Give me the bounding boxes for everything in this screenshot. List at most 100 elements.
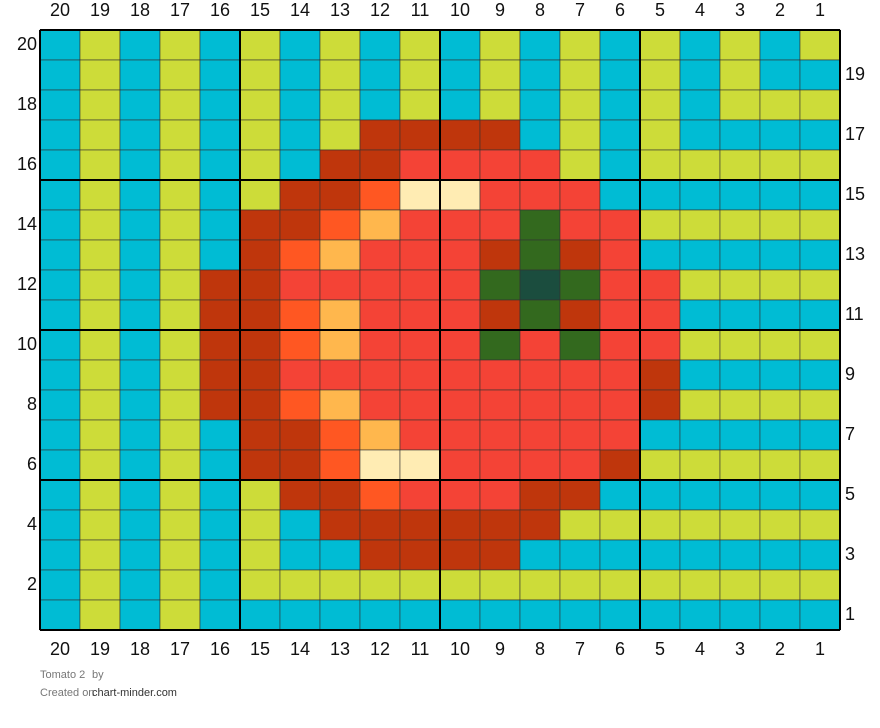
stitch-cell — [479, 269, 521, 301]
stitch-cell — [79, 29, 121, 61]
column-number: 15 — [250, 0, 270, 20]
stitch-cell — [359, 449, 401, 481]
column-number: 18 — [130, 639, 150, 659]
stitch-cell — [639, 479, 681, 511]
stitch-cell — [479, 209, 521, 241]
stitch-cell — [479, 539, 521, 571]
stitch-cell — [159, 419, 201, 451]
stitch-cell — [79, 419, 121, 451]
stitch-cell — [639, 29, 681, 61]
stitch-cell — [799, 299, 841, 331]
stitch-cell — [39, 149, 81, 181]
stitch-cell — [559, 29, 601, 61]
stitch-cell — [39, 179, 81, 211]
column-number: 2 — [775, 639, 785, 659]
stitch-cell — [119, 239, 161, 271]
stitch-cell — [119, 29, 161, 61]
row-number: 2 — [27, 574, 37, 594]
stitch-cell — [399, 599, 441, 631]
stitch-cell — [759, 29, 801, 61]
column-number: 7 — [575, 639, 585, 659]
stitch-cell — [79, 209, 121, 241]
column-number: 8 — [535, 0, 545, 20]
stitch-cell — [479, 59, 521, 91]
stitch-cell — [679, 449, 721, 481]
stitch-cell — [239, 179, 281, 211]
stitch-cell — [559, 359, 601, 391]
stitch-cell — [39, 329, 81, 361]
stitch-cell — [159, 269, 201, 301]
stitch-cell — [719, 419, 761, 451]
stitch-cell — [119, 149, 161, 181]
stitch-cell — [159, 299, 201, 331]
stitch-cell — [639, 359, 681, 391]
stitch-cell — [359, 599, 401, 631]
stitch-cell — [359, 509, 401, 541]
stitch-cell — [439, 299, 481, 331]
stitch-cell — [199, 419, 241, 451]
stitch-cell — [319, 479, 361, 511]
stitch-cell — [199, 479, 241, 511]
stitch-cell — [679, 299, 721, 331]
stitch-cell — [199, 359, 241, 391]
column-number: 6 — [615, 0, 625, 20]
stitch-cell — [799, 419, 841, 451]
stitch-cell — [559, 419, 601, 451]
stitch-cell — [159, 119, 201, 151]
stitch-cell — [759, 299, 801, 331]
stitch-cell — [759, 449, 801, 481]
column-number: 11 — [411, 639, 430, 659]
stitch-cell — [559, 239, 601, 271]
stitch-cell — [519, 149, 561, 181]
column-number: 9 — [495, 639, 505, 659]
site-label: chart-minder.com — [92, 687, 177, 699]
stitch-cell — [679, 419, 721, 451]
stitch-cell — [759, 209, 801, 241]
column-number: 5 — [655, 639, 665, 659]
stitch-cell — [399, 119, 441, 151]
stitch-cell — [479, 599, 521, 631]
stitch-cell — [679, 209, 721, 241]
stitch-cell — [79, 179, 121, 211]
stitch-cell — [79, 119, 121, 151]
column-number: 4 — [695, 639, 705, 659]
stitch-cell — [679, 479, 721, 511]
row-number: 13 — [845, 244, 865, 264]
stitch-cell — [679, 239, 721, 271]
stitch-cell — [759, 479, 801, 511]
row-number: 7 — [845, 424, 855, 444]
stitch-cell — [719, 299, 761, 331]
stitch-cell — [359, 179, 401, 211]
stitch-cell — [599, 539, 641, 571]
stitch-cell — [119, 59, 161, 91]
stitch-cell — [199, 509, 241, 541]
stitch-cell — [519, 209, 561, 241]
stitch-cell — [639, 149, 681, 181]
stitch-cell — [399, 389, 441, 421]
stitch-cell — [159, 449, 201, 481]
stitch-cell — [239, 209, 281, 241]
row-number: 15 — [845, 184, 865, 204]
row-number: 14 — [17, 214, 37, 234]
column-number: 20 — [50, 639, 70, 659]
stitch-cell — [479, 29, 521, 61]
stitch-cell — [279, 389, 321, 421]
stitch-cell — [119, 509, 161, 541]
stitch-cell — [79, 269, 121, 301]
stitch-cell — [159, 239, 201, 271]
stitch-cell — [199, 239, 241, 271]
stitch-cell — [439, 89, 481, 121]
stitch-cell — [399, 269, 441, 301]
column-number: 18 — [130, 0, 150, 20]
stitch-cell — [479, 479, 521, 511]
stitch-cell — [639, 329, 681, 361]
stitch-cell — [719, 59, 761, 91]
stitch-cell — [599, 269, 641, 301]
stitch-cell — [799, 89, 841, 121]
stitch-cell — [799, 449, 841, 481]
stitch-cell — [279, 449, 321, 481]
stitch-cell — [159, 89, 201, 121]
stitch-cell — [599, 209, 641, 241]
row-number: 17 — [845, 124, 865, 144]
stitch-cell — [799, 119, 841, 151]
